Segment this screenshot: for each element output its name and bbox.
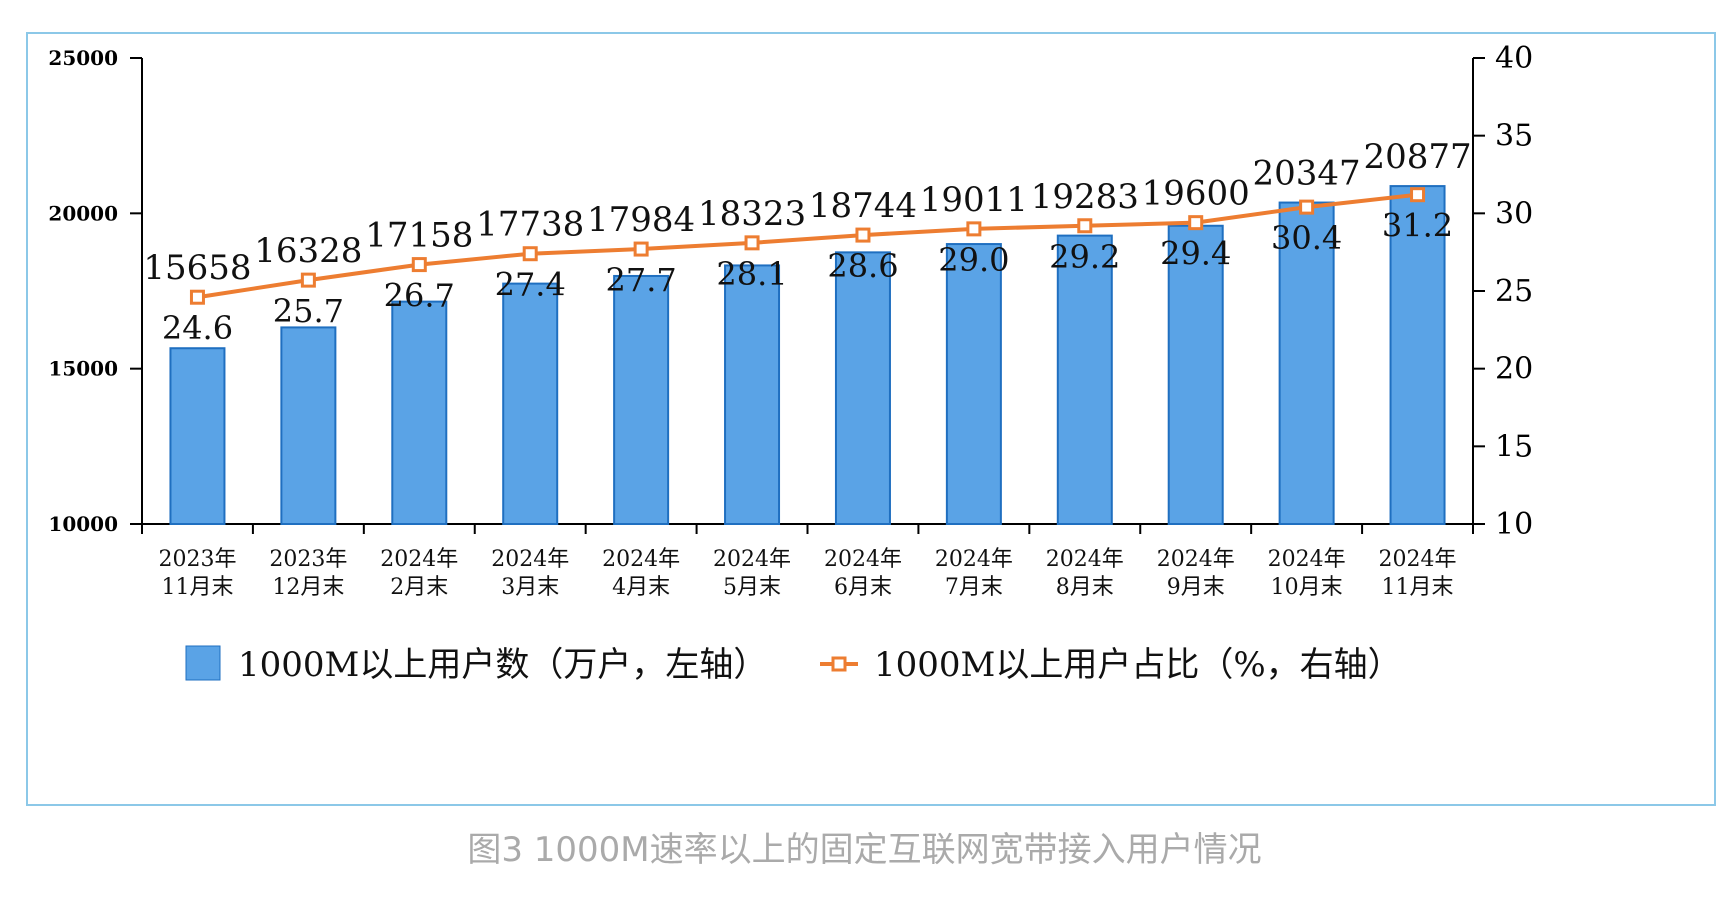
x-tick-label-year: 2024年 — [1268, 547, 1346, 572]
x-tick-label-year: 2023年 — [269, 547, 347, 572]
bar-value-label: 20347 — [1253, 154, 1361, 194]
line-point — [189, 289, 205, 305]
ratio-value-label: 28.1 — [716, 255, 787, 293]
chart-frame: 10000 15000 20000 25000 10 15 20 25 30 35 40 15658 1… — [26, 32, 1716, 806]
legend-line-marker — [831, 656, 847, 672]
x-tick-label-month: 9月末 — [1167, 575, 1225, 600]
x-tick-label-year: 2024年 — [1157, 547, 1235, 572]
x-tick-label-month: 8月末 — [1056, 575, 1114, 600]
line-point — [855, 227, 871, 243]
bar — [502, 282, 559, 525]
right-axis-tick-label: 15 — [1495, 429, 1533, 464]
left-axis-tick-label: 15000 — [48, 357, 118, 381]
right-axis-tick-label: 20 — [1495, 352, 1533, 387]
x-tick-label-month: 12月末 — [272, 575, 344, 600]
bar-value-label: 19600 — [1142, 174, 1250, 214]
x-tick-label-year: 2024年 — [380, 547, 458, 572]
legend-bar-label: 1000M以上用户数（万户，左轴） — [238, 645, 767, 685]
line-point — [1410, 187, 1426, 203]
ratio-line — [197, 192, 1418, 300]
ratio-value-label: 27.4 — [495, 266, 566, 304]
right-axis-tick-label: 30 — [1495, 196, 1533, 231]
ratio-value-label: 25.7 — [273, 292, 344, 330]
x-tick-label-year: 2024年 — [824, 547, 902, 572]
bar-value-label: 18744 — [809, 186, 917, 226]
bar-value-label: 16328 — [254, 231, 362, 271]
bar — [1056, 234, 1113, 526]
bar — [1389, 185, 1446, 525]
bar — [724, 264, 781, 525]
bar-value-label: 19283 — [1031, 177, 1139, 217]
legend-line-label: 1000M以上用户占比（%，右轴） — [874, 645, 1402, 685]
line-point — [300, 272, 316, 288]
x-tick-label-month: 10月末 — [1271, 575, 1343, 600]
bar-value-label: 19011 — [920, 180, 1028, 220]
bar — [1278, 201, 1335, 526]
left-axis-tick-label: 10000 — [48, 512, 118, 536]
legend-bar-swatch — [185, 645, 221, 681]
x-tick-label-year: 2024年 — [1379, 547, 1457, 572]
line-point — [1188, 215, 1204, 231]
x-tick-label-year: 2024年 — [602, 547, 680, 572]
ratio-value-label: 29.2 — [1049, 238, 1120, 276]
left-axis-tick-label: 20000 — [48, 201, 118, 225]
x-tick-label-month: 2月末 — [390, 575, 448, 600]
line-point — [633, 241, 649, 257]
ratio-value-label: 30.4 — [1271, 219, 1342, 257]
x-tick-label-year: 2024年 — [935, 547, 1013, 572]
ratio-value-label: 31.2 — [1382, 207, 1453, 245]
x-tick-label-month: 3月末 — [501, 575, 559, 600]
bar — [1167, 224, 1224, 525]
right-axis-tick-label: 40 — [1495, 41, 1533, 76]
bar-value-label: 17984 — [587, 200, 695, 240]
right-axis-tick-label: 25 — [1495, 274, 1533, 309]
x-tick-label-month: 11月末 — [1382, 575, 1454, 600]
x-tick-label-year: 2024年 — [491, 547, 569, 572]
bar — [280, 326, 337, 525]
line-point — [1299, 199, 1315, 215]
line-point — [411, 257, 427, 273]
line-point — [522, 246, 538, 262]
x-tick-label-month: 4月末 — [612, 575, 670, 600]
bar-value-label: 20877 — [1363, 137, 1471, 177]
x-tick-label-month: 5月末 — [723, 575, 781, 600]
bar-value-label: 17738 — [476, 205, 584, 245]
bar — [613, 274, 670, 525]
x-tick-label-year: 2023年 — [158, 547, 236, 572]
bar — [169, 347, 226, 525]
ratio-value-label: 26.7 — [384, 277, 455, 315]
x-tick-label-month: 11月末 — [161, 575, 233, 600]
bar-value-label: 18323 — [698, 194, 806, 234]
x-tick-label-year: 2024年 — [1046, 547, 1124, 572]
line-point — [744, 235, 760, 251]
ratio-value-label: 29.4 — [1160, 235, 1231, 273]
line-point — [1077, 218, 1093, 234]
right-axis-tick-label: 10 — [1495, 507, 1533, 542]
line-point — [966, 221, 982, 237]
bar — [391, 300, 448, 525]
right-axis-tick-label: 35 — [1495, 119, 1533, 154]
ratio-value-label: 29.0 — [938, 241, 1009, 279]
x-tick-label-month: 7月末 — [945, 575, 1003, 600]
bar — [945, 243, 1002, 526]
bar-value-label: 17158 — [365, 216, 473, 256]
left-axis-tick-label: 25000 — [48, 46, 118, 70]
ratio-value-label: 27.7 — [606, 261, 677, 299]
x-tick-label-year: 2024年 — [713, 547, 791, 572]
ratio-value-label: 28.6 — [827, 247, 898, 285]
bar — [834, 251, 891, 526]
figure-caption: 图3 1000M速率以上的固定互联网宽带接入用户情况 — [467, 830, 1262, 870]
bar-value-label: 15658 — [143, 248, 251, 288]
ratio-value-label: 24.6 — [162, 309, 233, 347]
x-tick-label-month: 6月末 — [834, 575, 892, 600]
